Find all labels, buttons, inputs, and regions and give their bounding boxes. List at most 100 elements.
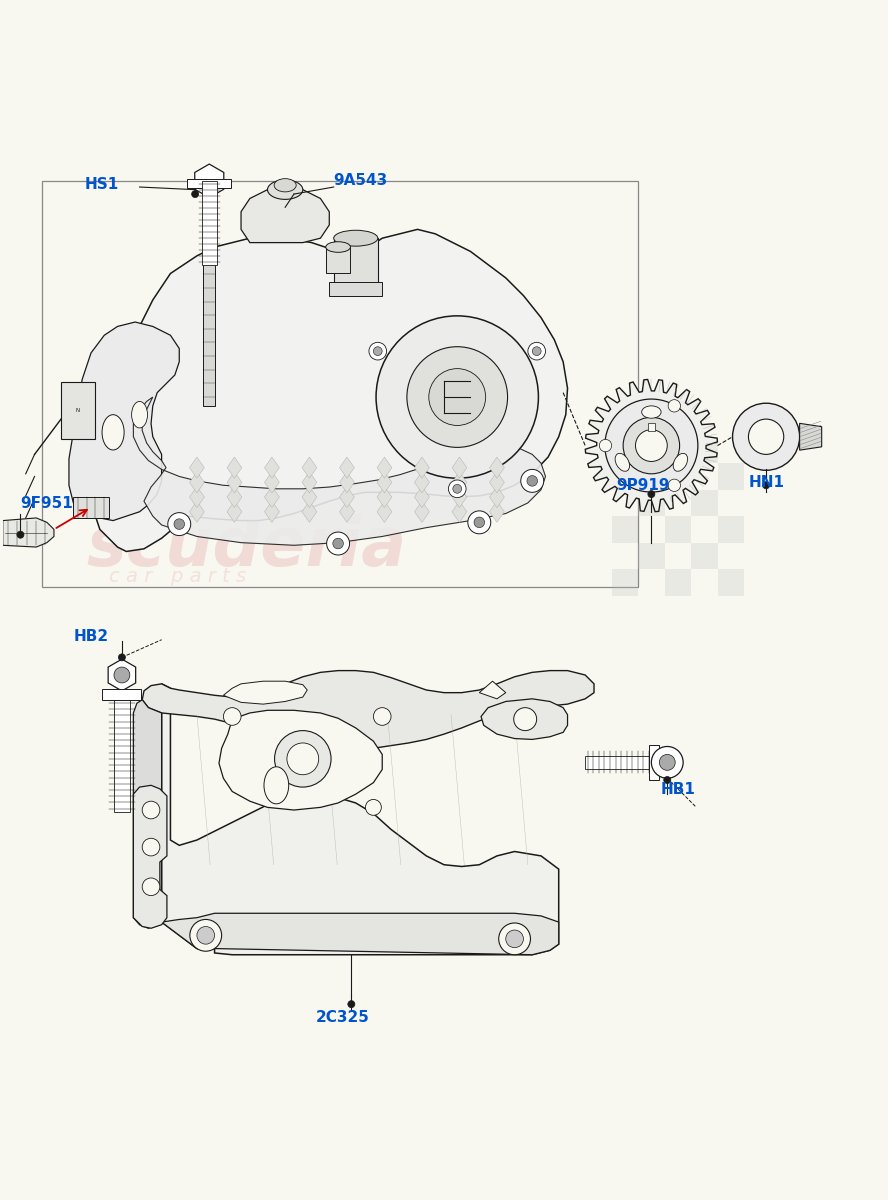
Circle shape	[532, 347, 541, 355]
Circle shape	[374, 708, 391, 725]
Circle shape	[663, 776, 670, 784]
Circle shape	[224, 708, 241, 725]
Circle shape	[407, 347, 508, 448]
Text: 9P919: 9P919	[616, 478, 670, 493]
Circle shape	[17, 532, 24, 539]
Circle shape	[527, 342, 545, 360]
Circle shape	[659, 755, 675, 770]
Circle shape	[468, 511, 491, 534]
Circle shape	[605, 400, 698, 492]
Polygon shape	[489, 486, 504, 508]
Ellipse shape	[102, 415, 124, 450]
Bar	[638, 490, 664, 516]
Bar	[691, 437, 718, 463]
Bar	[649, 745, 659, 780]
Polygon shape	[189, 502, 204, 522]
Circle shape	[499, 923, 530, 955]
Bar	[691, 490, 718, 516]
Polygon shape	[799, 424, 821, 450]
Bar	[334, 238, 377, 287]
Circle shape	[274, 731, 331, 787]
Polygon shape	[452, 486, 467, 508]
Text: HB1: HB1	[660, 782, 695, 797]
Polygon shape	[452, 502, 467, 522]
Ellipse shape	[274, 179, 297, 192]
Circle shape	[287, 743, 319, 775]
Polygon shape	[302, 486, 317, 508]
Polygon shape	[194, 164, 224, 198]
Circle shape	[142, 878, 160, 895]
Circle shape	[527, 475, 537, 486]
Ellipse shape	[267, 180, 303, 199]
Bar	[187, 179, 231, 187]
Circle shape	[333, 539, 344, 548]
Polygon shape	[302, 472, 317, 493]
Polygon shape	[302, 502, 317, 522]
Polygon shape	[265, 472, 280, 493]
Circle shape	[192, 191, 199, 198]
Polygon shape	[227, 472, 242, 493]
Circle shape	[168, 512, 191, 535]
Ellipse shape	[615, 454, 630, 472]
Bar	[638, 542, 664, 569]
Bar	[202, 181, 217, 265]
Circle shape	[348, 1001, 355, 1008]
Circle shape	[190, 919, 222, 952]
Polygon shape	[265, 502, 280, 522]
Polygon shape	[162, 913, 559, 955]
Circle shape	[118, 654, 125, 661]
Polygon shape	[415, 472, 430, 493]
Bar	[691, 542, 718, 569]
Circle shape	[652, 746, 683, 779]
Polygon shape	[91, 229, 567, 552]
Ellipse shape	[326, 241, 351, 252]
Ellipse shape	[334, 230, 377, 246]
Ellipse shape	[673, 454, 687, 472]
Circle shape	[142, 802, 160, 818]
Circle shape	[514, 708, 536, 731]
Bar	[329, 282, 382, 295]
Polygon shape	[415, 502, 430, 522]
Circle shape	[429, 368, 486, 426]
Polygon shape	[133, 785, 167, 929]
Text: HN1: HN1	[749, 475, 784, 490]
Polygon shape	[489, 472, 504, 493]
Polygon shape	[339, 486, 354, 508]
Circle shape	[369, 342, 386, 360]
Bar	[114, 700, 130, 811]
Bar	[664, 516, 691, 542]
Polygon shape	[480, 682, 506, 698]
Circle shape	[373, 347, 382, 355]
Polygon shape	[108, 659, 136, 691]
Bar	[61, 382, 94, 439]
Polygon shape	[142, 671, 594, 750]
Circle shape	[448, 480, 466, 498]
Polygon shape	[339, 457, 354, 479]
Polygon shape	[377, 472, 392, 493]
Bar	[203, 234, 216, 406]
Ellipse shape	[131, 402, 147, 428]
Polygon shape	[481, 698, 567, 739]
Circle shape	[327, 532, 350, 554]
Circle shape	[474, 517, 485, 528]
Polygon shape	[227, 457, 242, 479]
Circle shape	[648, 491, 655, 498]
Polygon shape	[219, 710, 382, 810]
Polygon shape	[227, 502, 242, 522]
Bar	[326, 247, 351, 274]
Polygon shape	[489, 457, 504, 479]
Ellipse shape	[642, 406, 661, 419]
Circle shape	[366, 799, 381, 815]
Polygon shape	[377, 457, 392, 479]
Circle shape	[668, 400, 680, 412]
Polygon shape	[452, 457, 467, 479]
Circle shape	[733, 403, 799, 470]
Text: HB2: HB2	[74, 630, 108, 644]
Polygon shape	[189, 457, 204, 479]
Polygon shape	[189, 486, 204, 508]
Text: 2C325: 2C325	[316, 1010, 370, 1025]
Text: c a r   p a r t s: c a r p a r t s	[108, 568, 246, 587]
Circle shape	[636, 430, 667, 462]
Polygon shape	[377, 502, 392, 522]
Polygon shape	[224, 682, 307, 704]
